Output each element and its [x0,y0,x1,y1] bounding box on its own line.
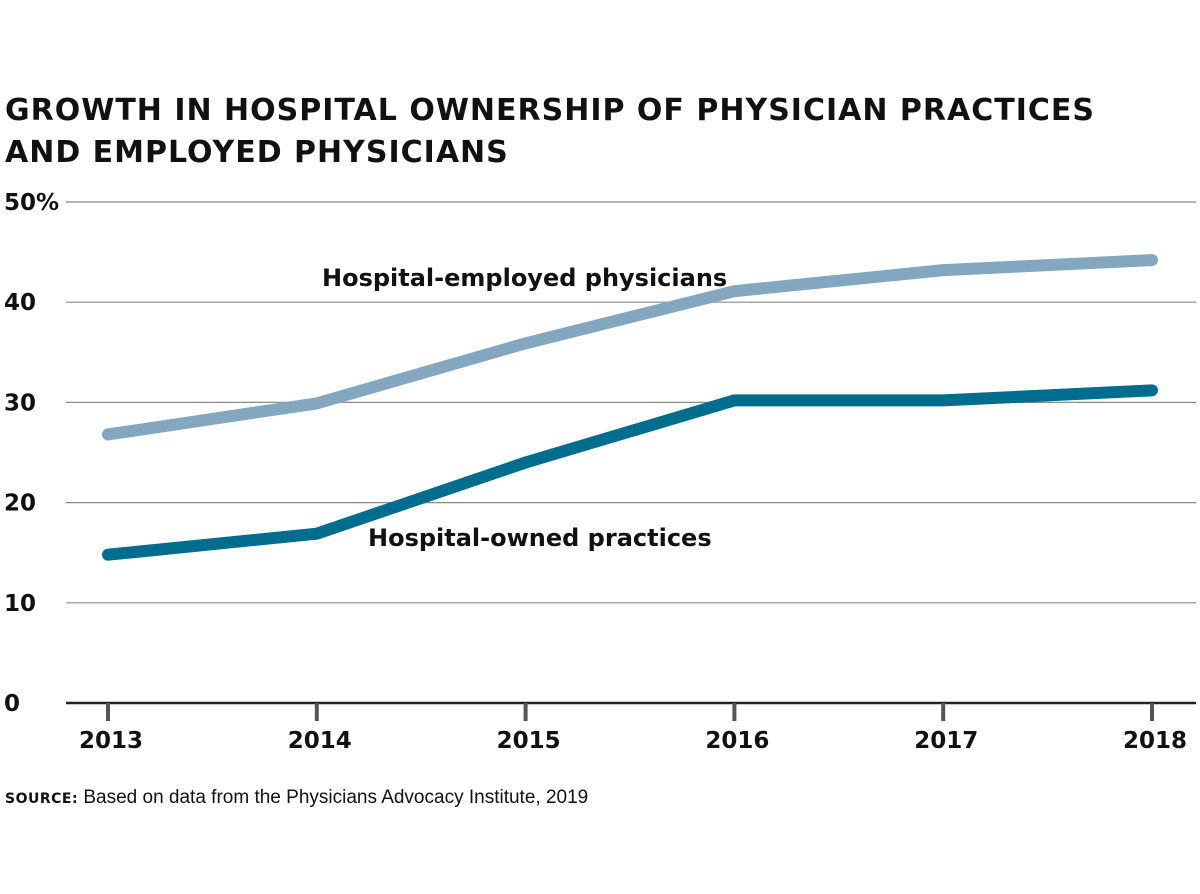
title-line-2: AND EMPLOYED PHYSICIANS [5,135,509,170]
y-tick-label: 30 [4,390,36,416]
x-tick-label: 2016 [705,728,769,754]
series-lines [102,254,1158,561]
series-labels: Hospital-employed physicians Hospital-own… [322,264,727,552]
y-tick-label: 50% [4,190,59,216]
x-axis: 2013 2014 2015 2016 2017 2018 [66,701,1196,754]
series-line [102,384,1158,561]
y-axis: 0 10 20 30 40 50% [4,190,59,717]
source-note: Source: Based on data from the Physician… [5,787,588,809]
data-point [525,462,527,464]
y-tick-label: 40 [4,290,36,316]
x-tick-label: 2014 [288,728,352,754]
y-tick-label: 0 [4,691,20,717]
data-point [1151,259,1153,261]
data-point [107,554,109,556]
x-tick-label: 2015 [497,728,561,754]
data-point [107,433,109,435]
y-tick-label: 10 [4,591,36,617]
y-tick-label: 20 [4,491,36,517]
series-label: Hospital-owned practices [368,524,712,552]
source-text: Based on data from the Physicians Advoca… [78,787,589,808]
x-tick-label: 2017 [914,728,978,754]
title-line-1: GROWTH IN HOSPITAL OWNERSHIP OF PHYSICIA… [5,93,1095,128]
data-point [316,533,318,535]
data-point [733,399,735,401]
data-point [1151,389,1153,391]
data-point [316,402,318,404]
chart-title: GROWTH IN HOSPITAL OWNERSHIP OF PHYSICIA… [5,90,1195,174]
data-point [942,399,944,401]
data-point [942,269,944,271]
series-label: Hospital-employed physicians [322,264,727,292]
data-point [733,290,735,292]
x-tick-label: 2013 [79,728,143,754]
series-line [102,254,1158,441]
gridlines [66,201,1196,604]
x-tick-label: 2018 [1123,728,1187,754]
source-label: Source: [5,791,79,807]
data-point [525,342,527,344]
